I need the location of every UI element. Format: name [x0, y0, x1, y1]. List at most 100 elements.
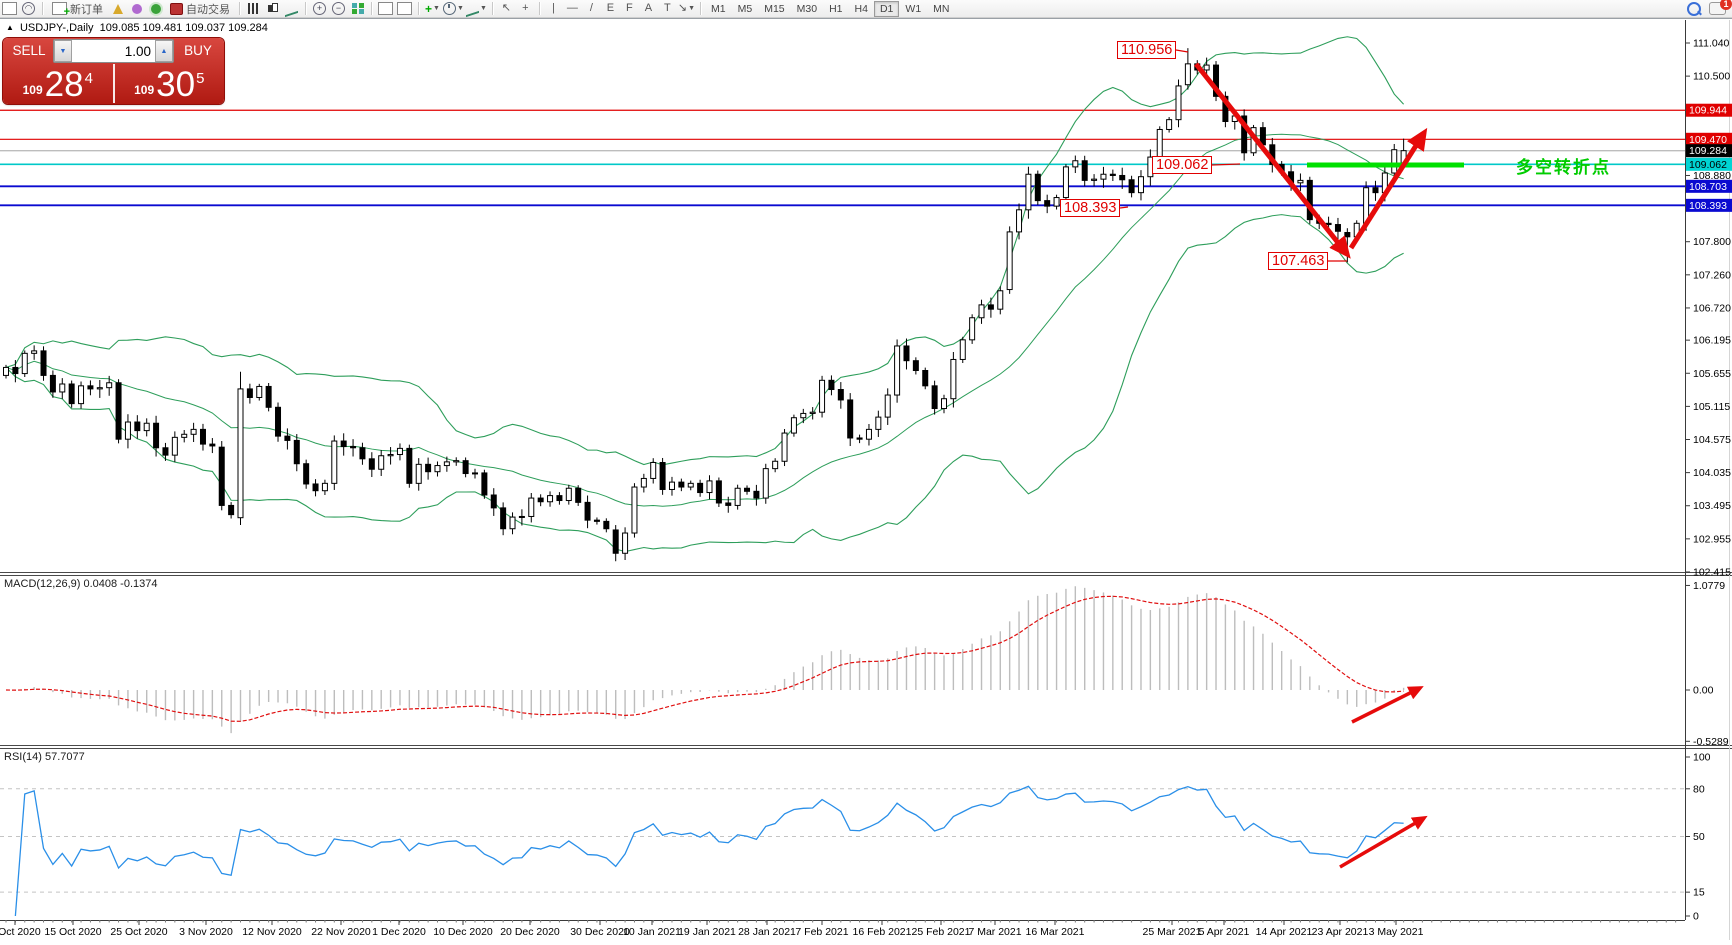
- svg-text:102.955: 102.955: [1693, 533, 1731, 545]
- svg-text:-0.5289: -0.5289: [1693, 736, 1729, 748]
- turning-point-annotation[interactable]: 多空转折点: [1516, 158, 1611, 177]
- buy-button[interactable]: BUY: [184, 43, 212, 58]
- new-order-button[interactable]: 新订单: [48, 1, 107, 18]
- svg-text:107.800: 107.800: [1693, 236, 1731, 248]
- svg-text:1.0779: 1.0779: [1693, 580, 1725, 592]
- symbol-header: ▲ USDJPY-,Daily 109.085 109.481 109.037 …: [6, 22, 268, 34]
- line-chart-mode-icon[interactable]: [283, 0, 300, 17]
- search-icon[interactable]: [1687, 1, 1701, 16]
- callout-support-price[interactable]: 108.393: [1060, 199, 1121, 217]
- zoom-in-icon[interactable]: +: [311, 1, 328, 16]
- svg-text:50: 50: [1693, 831, 1705, 843]
- community-icon[interactable]: [128, 1, 145, 16]
- svg-text:23 Apr 2021: 23 Apr 2021: [1312, 926, 1369, 938]
- ask-prefix: 109: [134, 83, 155, 97]
- svg-text:80: 80: [1693, 783, 1705, 795]
- timeframe-d1[interactable]: D1: [873, 0, 900, 17]
- notifications-icon[interactable]: 1: [1709, 0, 1732, 15]
- timeframe-m1[interactable]: M1: [711, 2, 726, 15]
- timeframe-m15[interactable]: M15: [764, 2, 785, 15]
- notification-badge: 1: [1720, 0, 1732, 10]
- expand-triangle-icon[interactable]: ▲: [6, 23, 14, 32]
- svg-text:10 Dec 2020: 10 Dec 2020: [433, 926, 493, 938]
- signals-icon[interactable]: [147, 1, 164, 16]
- svg-text:12 Nov 2020: 12 Nov 2020: [242, 926, 302, 938]
- timeframe-m5[interactable]: M5: [737, 2, 753, 15]
- callout-pivot-price[interactable]: 109.062: [1152, 156, 1213, 174]
- timeframe-bar: M1 M5 M15 M30 H1 H4 D1 W1 MN: [705, 0, 955, 17]
- timeframe-mn[interactable]: MN: [933, 2, 950, 15]
- trendline-icon[interactable]: /: [589, 2, 593, 14]
- symbol-name: USDJPY-,Daily: [19, 22, 94, 34]
- svg-text:14 Apr 2021: 14 Apr 2021: [1256, 926, 1313, 938]
- callout-trough-price[interactable]: 107.463: [1268, 252, 1329, 270]
- window-frame-line: [0, 18, 1732, 19]
- autotrade-button[interactable]: 自动交易: [166, 1, 234, 16]
- templates-icon[interactable]: ▼: [465, 0, 487, 17]
- sell-button[interactable]: SELL: [12, 43, 46, 58]
- zoom-out-icon[interactable]: −: [330, 1, 347, 16]
- callout-peak-price[interactable]: 110.956: [1117, 41, 1177, 59]
- timeframe-w1[interactable]: W1: [905, 2, 922, 15]
- svg-text:25 Mar 2021: 25 Mar 2021: [1143, 926, 1202, 938]
- fibonacci-icon[interactable]: F: [626, 2, 633, 14]
- new-order-icon: [52, 2, 70, 18]
- svg-text:109.944: 109.944: [1689, 105, 1727, 117]
- new-chart-icon[interactable]: [1, 1, 18, 16]
- svg-text:104.575: 104.575: [1693, 434, 1731, 446]
- equidistant-channel-icon[interactable]: E: [606, 2, 615, 14]
- svg-text:106.195: 106.195: [1693, 335, 1731, 347]
- shapes-icon[interactable]: ↘ ▼: [677, 2, 696, 14]
- toolbar-separator: [42, 2, 43, 15]
- timeframe-h1[interactable]: H1: [829, 2, 843, 15]
- svg-text:15 Oct 2020: 15 Oct 2020: [44, 926, 101, 938]
- svg-text:16 Mar 2021: 16 Mar 2021: [1026, 926, 1085, 938]
- timeframe-h4[interactable]: H4: [854, 2, 868, 15]
- bid-price[interactable]: 109 28 4: [3, 63, 113, 104]
- macd-label: MACD(12,26,9) 0.0408 -0.1374: [4, 578, 158, 590]
- tile-windows-icon[interactable]: [349, 1, 366, 16]
- chart-preview-icon[interactable]: ◠: [20, 1, 37, 16]
- svg-text:103.495: 103.495: [1693, 500, 1731, 512]
- cursor-icon[interactable]: ↖: [501, 2, 511, 14]
- indicators-icon[interactable]: + ▼: [425, 1, 440, 16]
- svg-text:3 Nov 2020: 3 Nov 2020: [179, 926, 233, 938]
- toolbar-separator: [305, 2, 306, 15]
- quote-divider: [112, 64, 115, 103]
- text-label-icon[interactable]: T: [664, 2, 671, 14]
- one-click-trading-panel: SELL ▼ 1.00 ▲ BUY 109 28 4 109 30 5: [3, 38, 224, 104]
- periods-icon[interactable]: ▼: [443, 1, 464, 16]
- svg-text:7 Feb 2021: 7 Feb 2021: [795, 926, 848, 938]
- volume-decrease-button[interactable]: ▼: [54, 40, 72, 62]
- volume-input[interactable]: 1.00: [124, 43, 151, 59]
- svg-text:5 Apr 2021: 5 Apr 2021: [1199, 926, 1250, 938]
- auto-scroll-icon[interactable]: [377, 1, 394, 16]
- candlestick-mode-icon[interactable]: [264, 1, 281, 16]
- bar-chart-mode-icon[interactable]: [245, 1, 262, 16]
- svg-text:20 Dec 2020: 20 Dec 2020: [500, 926, 560, 938]
- bid-pip-digit: 4: [84, 70, 93, 87]
- svg-text:0: 0: [1693, 911, 1699, 923]
- svg-text:15: 15: [1693, 887, 1705, 899]
- svg-text:22 Nov 2020: 22 Nov 2020: [311, 926, 371, 938]
- toolbar-separator: [239, 2, 240, 15]
- svg-text:108.393: 108.393: [1689, 200, 1727, 212]
- volume-increase-button[interactable]: ▲: [155, 40, 173, 62]
- timeframe-m30[interactable]: M30: [796, 2, 818, 15]
- vertical-line-icon[interactable]: |: [551, 2, 555, 14]
- rsi-label: RSI(14) 57.7077: [4, 751, 85, 763]
- styler-icon[interactable]: [109, 1, 126, 16]
- svg-text:111.040: 111.040: [1693, 38, 1730, 50]
- svg-text:7 Mar 2021: 7 Mar 2021: [968, 926, 1021, 938]
- svg-text:107.260: 107.260: [1693, 269, 1731, 281]
- svg-text:105.655: 105.655: [1693, 368, 1731, 380]
- svg-text:0.00: 0.00: [1693, 685, 1714, 697]
- chart-shift-icon[interactable]: [396, 1, 413, 16]
- horizontal-line-icon[interactable]: —: [566, 2, 578, 14]
- toolbar-separator: [538, 2, 540, 15]
- text-tool-icon[interactable]: A: [644, 2, 653, 14]
- ask-price[interactable]: 109 30 5: [115, 63, 225, 104]
- svg-text:100: 100: [1693, 752, 1711, 764]
- crosshair-icon[interactable]: +: [522, 2, 529, 14]
